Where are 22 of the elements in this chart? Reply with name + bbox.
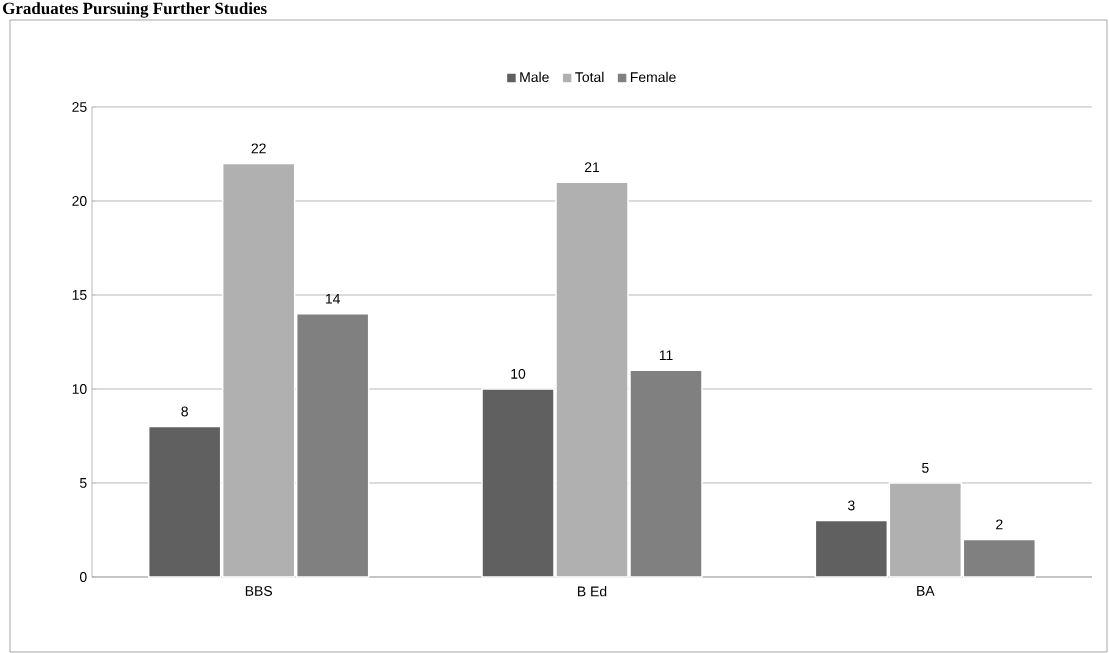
data-label: 22: [251, 143, 266, 154]
legend-label: Total: [575, 71, 604, 83]
x-tick-label: BBS: [245, 586, 272, 596]
x-tick-label: B Ed: [578, 586, 607, 597]
legend-label: Female: [630, 71, 676, 83]
y-tick-label: 10: [72, 384, 87, 394]
y-tick-label: 20: [72, 196, 87, 206]
data-label: 5: [922, 463, 929, 473]
y-tick-label: 0: [79, 572, 87, 582]
data-label: 11: [659, 350, 673, 360]
y-tick-label: 5: [79, 478, 87, 488]
data-label: 14: [325, 293, 341, 304]
y-tick-label: 15: [72, 290, 87, 300]
y-tick-label: 25: [72, 102, 87, 112]
data-label: 21: [584, 162, 600, 172]
x-tick-label: BA: [917, 586, 935, 596]
chart-title: Graduates Pursuing Further Studies: [3, 2, 267, 18]
legend-label: Male: [520, 71, 549, 83]
data-label: 2: [996, 519, 1003, 530]
data-label: 8: [181, 406, 188, 417]
data-label: 10: [511, 368, 526, 379]
data-label: 3: [847, 500, 855, 511]
